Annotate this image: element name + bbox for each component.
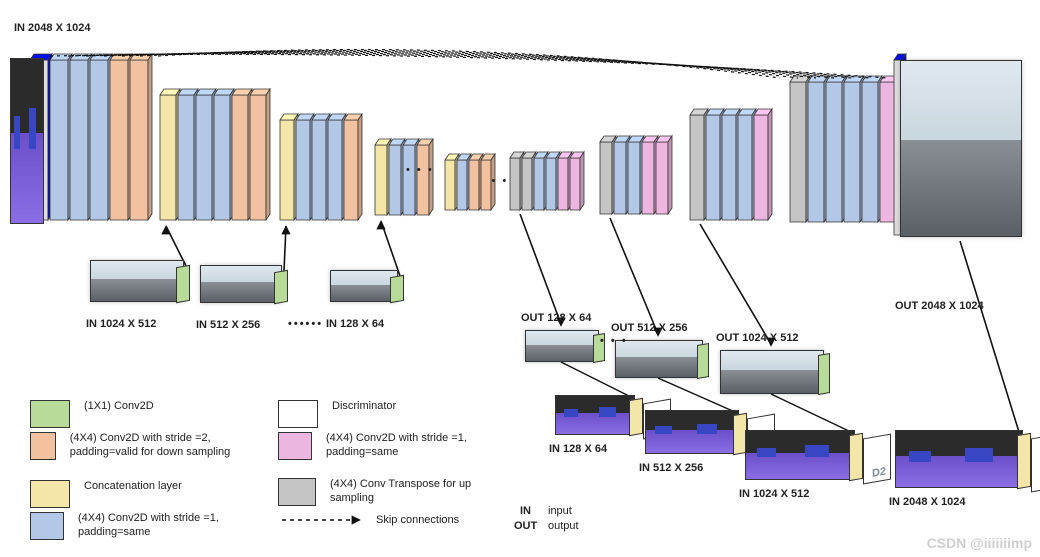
- io-in: IN: [520, 505, 531, 517]
- disc-in-label-1: IN 512 X 256: [639, 462, 703, 474]
- io-out-t: output: [548, 520, 579, 532]
- dec-branch-ellipsis: • • •: [600, 335, 628, 347]
- output-image: [900, 60, 1022, 237]
- enc-branch-label-1: IN 512 X 256: [196, 319, 260, 331]
- enc-branch-label-0: IN 1024 X 512: [86, 318, 156, 330]
- disc-input-seg-1: [645, 410, 739, 454]
- legend-row-0: (1X1) Conv2D: [30, 400, 154, 428]
- legend-row-1: (4X4) Conv2D with stride =2, padding=val…: [30, 432, 260, 460]
- out-main-label: OUT 2048 X 1024: [895, 300, 984, 312]
- legend-swatch-2: [30, 480, 70, 508]
- disc-input-seg-2: [745, 430, 855, 480]
- disc-concat-0: [629, 398, 643, 436]
- enc-branch-label-2: IN 128 X 64: [326, 318, 384, 330]
- enc-branch-crop-0: [90, 260, 184, 302]
- legend-text-2: Concatenation layer: [84, 480, 182, 494]
- input-segmentation: [10, 58, 44, 224]
- legend-row-3: (4X4) Conv2D with stride =1, padding=sam…: [30, 512, 260, 540]
- disc-concat-2: [849, 433, 863, 481]
- legend-row-5: (4X4) Conv2D with stride =1, padding=sam…: [278, 432, 508, 460]
- legend-text-0: (1X1) Conv2D: [84, 400, 154, 414]
- enc-branch-conv1x1-0: [176, 265, 190, 303]
- enc-branch-conv1x1-2: [390, 275, 404, 303]
- enc-branch-crop-1: [200, 265, 282, 303]
- io-in-t: input: [548, 505, 572, 517]
- dec-out-label-0: OUT 128 X 64: [521, 312, 591, 324]
- dec-branch-conv1x1-1: [697, 343, 709, 379]
- enc-branch-ellipsis: ••••••: [288, 318, 323, 330]
- legend-text-4: Discriminator: [332, 400, 396, 414]
- legend-row-4: Discriminator: [278, 400, 396, 428]
- legend-text-1: (4X4) Conv2D with stride =2, padding=val…: [70, 432, 260, 460]
- ellipsis-mid: • •: [492, 175, 509, 187]
- legend-row-2: Concatenation layer: [30, 480, 182, 508]
- dec-out-label-1: OUT 512 X 256: [611, 322, 687, 334]
- legend-text-5: (4X4) Conv2D with stride =1, padding=sam…: [326, 432, 508, 460]
- legend-skip: Skip connections: [376, 514, 459, 526]
- disc-in-label-2: IN 1024 X 512: [739, 488, 809, 500]
- discriminator-3: D1: [1031, 434, 1040, 493]
- legend-swatch-4: [278, 400, 318, 428]
- legend-swatch-6: [278, 478, 316, 506]
- disc-input-seg-0: [555, 395, 635, 435]
- legend-text-3: (4X4) Conv2D with stride =1, padding=sam…: [78, 512, 260, 540]
- legend-swatch-0: [30, 400, 70, 428]
- disc-in-label-0: IN 128 X 64: [549, 443, 607, 455]
- legend-text-6: (4X4) Conv Transpose for up sampling: [330, 478, 508, 506]
- enc-branch-crop-2: [330, 270, 398, 302]
- ellipsis: • • •: [406, 164, 434, 176]
- in-main-label: IN 2048 X 1024: [14, 22, 90, 34]
- io-out: OUT: [514, 520, 537, 532]
- enc-branch-conv1x1-1: [274, 270, 288, 304]
- legend-swatch-5: [278, 432, 312, 460]
- dec-branch-crop-2: [720, 350, 824, 394]
- legend-row-6: (4X4) Conv Transpose for up sampling: [278, 478, 508, 506]
- dec-branch-crop-0: [525, 330, 599, 362]
- disc-concat-3: [1017, 433, 1031, 489]
- dec-branch-conv1x1-2: [818, 353, 830, 395]
- dec-branch-crop-1: [615, 340, 703, 378]
- watermark: CSDN @iiiiiiimp: [927, 535, 1032, 551]
- legend-swatch-3: [30, 512, 64, 540]
- disc-in-label-3: IN 2048 X 1024: [889, 496, 965, 508]
- discriminator-2: D2: [863, 434, 891, 485]
- disc-input-seg-3: [895, 430, 1023, 488]
- legend-swatch-1: [30, 432, 56, 460]
- dec-out-label-2: OUT 1024 X 512: [716, 332, 799, 344]
